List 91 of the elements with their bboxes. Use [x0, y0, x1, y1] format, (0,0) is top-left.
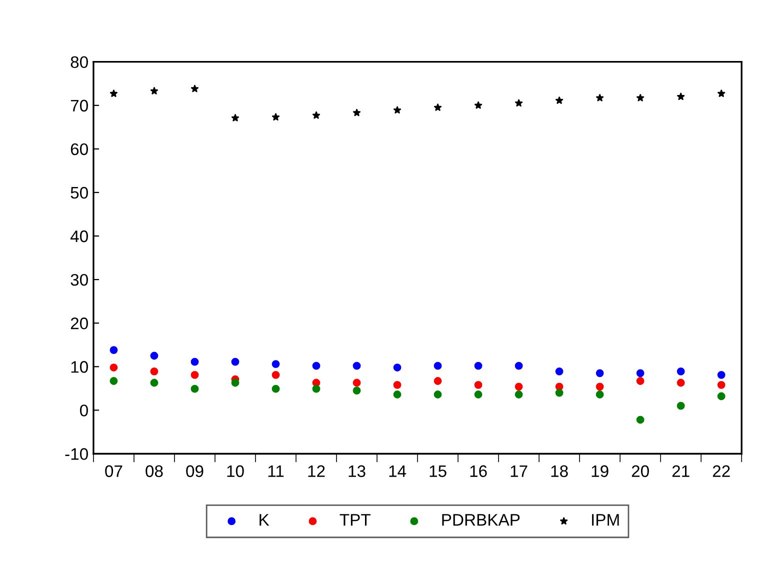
legend-label: PDRBKAP: [442, 514, 520, 526]
point: [474, 101, 482, 109]
x-tick-label: 10: [227, 465, 244, 478]
point: [312, 111, 320, 119]
x-tick-label: 22: [712, 465, 730, 477]
x-tick-label: 07: [105, 465, 122, 478]
point: [596, 390, 604, 398]
x-tick-label: 11: [268, 465, 284, 477]
point: [434, 377, 442, 385]
point: [718, 90, 726, 97]
point: [556, 96, 564, 104]
point: [231, 114, 240, 122]
point: [352, 362, 361, 370]
y-tick-label: 60: [70, 143, 88, 156]
point: [312, 384, 320, 393]
y-tick-label: 80: [70, 56, 88, 68]
point: [474, 362, 482, 370]
point: [434, 362, 442, 370]
point: [110, 364, 118, 372]
point: [636, 369, 644, 378]
point: [110, 346, 118, 354]
point: [596, 94, 604, 102]
point: [636, 94, 644, 102]
point: [352, 386, 361, 395]
point: [514, 362, 523, 370]
point: [514, 390, 523, 398]
point: [150, 352, 158, 360]
point: [150, 378, 158, 387]
point: [231, 378, 240, 387]
point: [515, 99, 523, 107]
point: [676, 378, 685, 387]
point: [393, 364, 402, 372]
point: [393, 106, 402, 114]
x-tick-label: 15: [430, 465, 446, 478]
x-tick-label: 17: [510, 465, 528, 477]
y-tick-label: 20: [70, 318, 88, 330]
x-tick-label: 16: [470, 465, 487, 478]
point: [110, 377, 118, 385]
point: [393, 380, 402, 389]
x-tick-label: 20: [632, 465, 649, 478]
point: [677, 92, 685, 100]
point: [676, 367, 685, 376]
y-tick-label: 50: [70, 186, 88, 199]
x-tick-label: 08: [146, 465, 163, 478]
point: [110, 90, 118, 97]
legend-label: TPT: [340, 514, 370, 526]
point: [434, 104, 442, 111]
point: [636, 416, 644, 424]
point: [352, 378, 361, 387]
point: [474, 380, 482, 389]
point: [272, 113, 280, 120]
y-tick-label: 70: [70, 100, 88, 112]
point: [150, 367, 158, 376]
x-tick-label: 09: [186, 465, 204, 478]
legend-label: K: [260, 514, 270, 526]
point: [231, 358, 240, 366]
x-tick-label: 14: [389, 465, 406, 477]
point: [596, 369, 604, 378]
x-tick-label: 12: [308, 465, 325, 477]
y-tick-label: 40: [70, 230, 88, 242]
point: [676, 402, 685, 410]
point: [514, 382, 523, 391]
point: [272, 370, 280, 379]
point: [434, 390, 442, 398]
x-tick-label: 21: [672, 465, 690, 477]
point: [393, 390, 402, 398]
y-tick-label: 30: [70, 274, 88, 286]
point: [190, 384, 199, 393]
point: [312, 362, 320, 370]
x-tick-label: 13: [348, 465, 366, 478]
y-tick-label: -10: [65, 448, 88, 460]
x-tick-label: 19: [592, 465, 608, 478]
point: [352, 108, 361, 116]
point: [717, 380, 726, 389]
point: [636, 377, 644, 385]
y-tick-label: 0: [80, 404, 88, 416]
point: [272, 384, 280, 393]
point: [190, 370, 199, 379]
x-tick-label: 18: [551, 465, 568, 478]
y-tick-label: 10: [71, 361, 88, 373]
point: [717, 370, 726, 379]
point: [190, 84, 199, 92]
point: [555, 367, 564, 376]
point: [474, 390, 482, 398]
point: [150, 87, 158, 94]
point: [190, 358, 199, 366]
point: [272, 360, 280, 368]
point: [717, 392, 726, 400]
legend-label: IPM: [592, 514, 619, 526]
point: [555, 388, 564, 397]
point: [596, 382, 604, 391]
